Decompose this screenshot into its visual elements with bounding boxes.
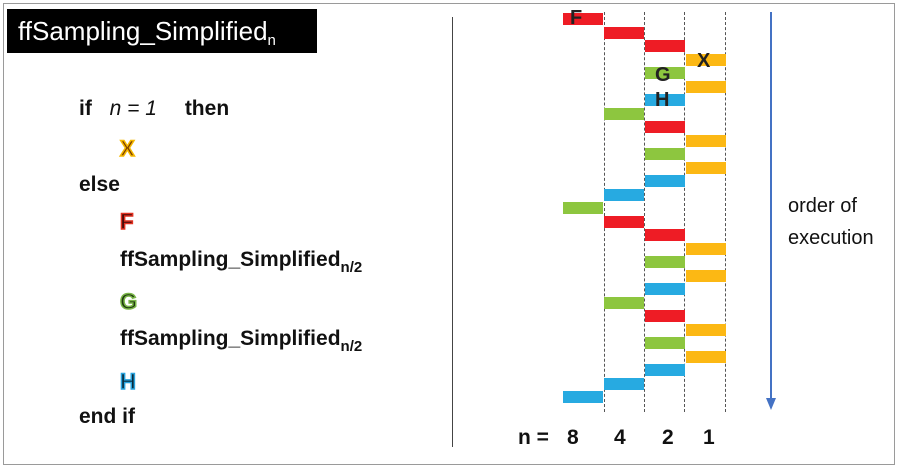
execution-bar-g-n4 (604, 107, 644, 120)
execution-bar-g-n2 (645, 67, 685, 79)
recursive-call-2: ffSampling_Simplifiedn/2 (120, 327, 362, 355)
execution-bar-g-n8 (563, 202, 603, 214)
n-prefix: n = (518, 426, 549, 449)
condition: n = 1 (109, 97, 157, 120)
level-label-4: 4 (614, 426, 626, 449)
level-guide-4 (604, 12, 605, 412)
bar-label-f: F (570, 7, 583, 29)
step-h: H (119, 369, 136, 394)
execution-bar-h-n2 (645, 175, 685, 187)
level-label-1: 1 (703, 426, 715, 449)
else-keyword: else (79, 173, 120, 196)
order-label-line-1: order of (788, 195, 857, 217)
title-banner: ffSampling_Simplifiedn (7, 9, 317, 53)
if-line: if n = 1 then (79, 97, 229, 121)
step-f: F (119, 209, 134, 234)
call-2-name: ffSampling_Simplified (120, 327, 341, 350)
execution-bar-h-n2 (645, 364, 685, 376)
execution-bar-x-n1 (686, 242, 726, 255)
execution-bar-x-n1 (686, 80, 726, 93)
level-label-2: 2 (662, 426, 674, 449)
execution-bar-x-n1 (686, 323, 726, 336)
recursive-call-1: ffSampling_Simplifiedn/2 (120, 248, 362, 276)
level-guide-end (725, 12, 726, 412)
execution-bar-f-n2 (645, 310, 685, 322)
execution-bar-f-n2 (645, 121, 685, 133)
if-keyword: if (79, 97, 92, 120)
execution-bar-f-n4 (604, 26, 644, 39)
execution-bar-h-n2 (645, 283, 685, 295)
execution-bar-h-n4 (604, 188, 644, 201)
call-1-name: ffSampling_Simplified (120, 248, 341, 271)
execution-arrow (770, 12, 772, 400)
execution-bar-g-n2 (645, 148, 685, 160)
panel-divider (452, 17, 453, 447)
then-keyword: then (184, 97, 230, 120)
execution-bar-h-n8 (563, 391, 603, 403)
order-of-execution-label: order of execution (788, 190, 874, 254)
execution-bar-x-n1 (686, 134, 726, 147)
execution-bar-x-n1 (686, 350, 726, 363)
execution-bar-g-n2 (645, 337, 685, 349)
bar-label-g: G (655, 64, 671, 86)
execution-bar-x-n1 (686, 269, 726, 282)
title-text: ffSampling_Simplified (18, 16, 268, 46)
bar-label-x: X (697, 50, 711, 72)
leaf-step-x: X (119, 136, 135, 161)
level-guide-1 (684, 12, 685, 412)
execution-bar-x-n1 (686, 161, 726, 174)
figure-frame (3, 3, 895, 465)
execution-bar-g-n2 (645, 256, 685, 268)
execution-bar-f-n2 (645, 229, 685, 241)
call-1-subscript: n/2 (340, 259, 363, 276)
level-label-8: 8 (567, 426, 579, 449)
step-g: G (119, 289, 138, 314)
arrow-head-icon (766, 398, 776, 410)
end-if-keyword: end if (79, 405, 135, 428)
execution-bar-h-n4 (604, 377, 644, 390)
execution-bar-h-n2 (645, 94, 685, 106)
execution-bar-f-n2 (645, 40, 685, 52)
order-label-line-2: execution (788, 227, 874, 249)
execution-bar-x-n1 (686, 53, 726, 66)
level-guide-2 (644, 12, 645, 412)
execution-bar-f-n8 (563, 13, 603, 25)
bar-label-h: H (655, 89, 670, 111)
title-subscript: n (267, 32, 276, 49)
execution-bar-f-n4 (604, 215, 644, 228)
call-2-subscript: n/2 (340, 338, 363, 355)
execution-bar-g-n4 (604, 296, 644, 309)
